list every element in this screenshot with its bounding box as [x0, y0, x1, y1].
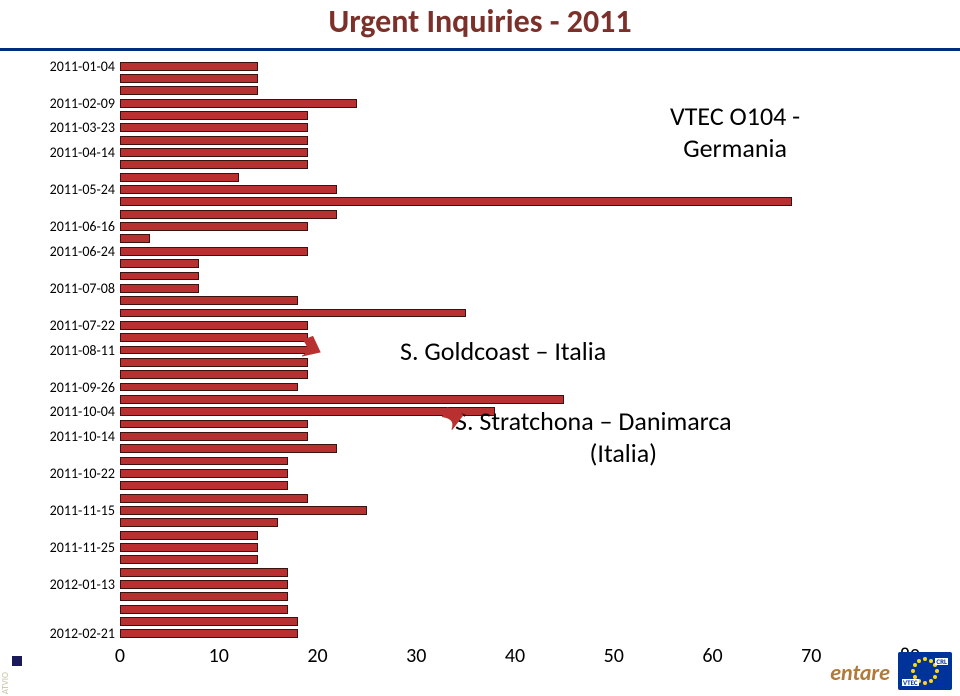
bar-2 [120, 86, 258, 95]
bar-14 [120, 234, 150, 243]
bar-25 [120, 370, 308, 379]
xlabel-70: 70 [801, 644, 821, 668]
bar-16 [120, 259, 199, 268]
bar-4 [120, 111, 308, 120]
bar-33 [120, 469, 288, 478]
ylabel-2011-01-04: 2011-01-04 [0, 58, 115, 75]
bar-43 [120, 592, 288, 601]
xlabel-10: 10 [209, 644, 229, 668]
xlabel-40: 40 [505, 644, 525, 668]
ylabel-2011-07-08: 2011-07-08 [0, 280, 115, 297]
eu-flag-vtec: VTEC [902, 679, 919, 686]
bar-46 [120, 629, 298, 638]
ylabel-2011-05-24: 2011-05-24 [0, 181, 115, 198]
bar-30 [120, 432, 308, 441]
bar-3 [120, 99, 357, 108]
annot-goldcoast: S. Goldcoast – Italia [400, 335, 606, 367]
bar-41 [120, 568, 288, 577]
bar-35 [120, 494, 308, 503]
bar-21 [120, 321, 308, 330]
bar-40 [120, 555, 258, 564]
bar-26 [120, 383, 298, 392]
arrow-stratchona [441, 393, 485, 437]
bar-45 [120, 617, 298, 626]
bar-6 [120, 136, 308, 145]
chart-title: Urgent Inquiries - 2011 [0, 2, 960, 41]
bar-5 [120, 123, 308, 132]
ylabel-2011-04-14: 2011-04-14 [0, 144, 115, 161]
ylabel-2011-06-24: 2011-06-24 [0, 243, 115, 260]
bar-44 [120, 605, 288, 614]
eu-flag-logo: CRL VTEC [898, 652, 952, 690]
xlabel-20: 20 [307, 644, 327, 668]
bar-36 [120, 506, 367, 515]
xlabel-50: 50 [604, 644, 624, 668]
ylabel-2011-10-22: 2011-10-22 [0, 465, 115, 482]
xlabel-0: 0 [115, 644, 125, 668]
bar-24 [120, 358, 308, 367]
ylabel-2011-03-23: 2011-03-23 [0, 119, 115, 136]
bar-42 [120, 580, 288, 589]
ylabel-2011-11-25: 2011-11-25 [0, 539, 115, 556]
bar-22 [120, 333, 308, 342]
ylabel-2011-06-16: 2011-06-16 [0, 218, 115, 235]
footer-fragment: entare [830, 659, 890, 686]
ylabel-2011-11-15: 2011-11-15 [0, 502, 115, 519]
bar-10 [120, 185, 337, 194]
annot-stratchona: S. Stratchona – Danimarca(Italia) [455, 405, 732, 469]
bar-34 [120, 481, 288, 490]
bar-23 [120, 346, 308, 355]
header-divider [0, 48, 960, 51]
bar-27 [120, 395, 564, 404]
ylabel-2012-01-13: 2012-01-13 [0, 576, 115, 593]
bar-17 [120, 272, 199, 281]
ylabel-2011-07-22: 2011-07-22 [0, 317, 115, 334]
ylabel-2012-02-21: 2012-02-21 [0, 625, 115, 642]
bar-8 [120, 160, 308, 169]
bar-31 [120, 444, 337, 453]
ylabel-2011-08-11: 2011-08-11 [0, 342, 115, 359]
bar-12 [120, 210, 337, 219]
ylabel-2011-09-26: 2011-09-26 [0, 379, 115, 396]
bar-19 [120, 296, 298, 305]
bar-18 [120, 284, 199, 293]
bar-29 [120, 420, 308, 429]
ylabel-2011-10-04: 2011-10-04 [0, 403, 115, 420]
bar-1 [120, 74, 258, 83]
bar-39 [120, 543, 258, 552]
bar-38 [120, 531, 258, 540]
xlabel-60: 60 [702, 644, 722, 668]
xlabel-30: 30 [406, 644, 426, 668]
bar-28 [120, 407, 495, 416]
arrow-goldcoast [298, 330, 342, 374]
bar-32 [120, 457, 288, 466]
ylabel-2011-02-09: 2011-02-09 [0, 95, 115, 112]
bar-13 [120, 222, 308, 231]
bar-9 [120, 173, 239, 182]
bar-37 [120, 518, 278, 527]
bar-7 [120, 148, 308, 157]
bar-0 [120, 62, 258, 71]
annot-vtec: VTEC O104 -Germania [670, 100, 800, 164]
bar-20 [120, 309, 466, 318]
bar-15 [120, 247, 308, 256]
footer-square [12, 656, 22, 666]
bar-11 [120, 197, 792, 206]
watermark: ATVIO [0, 672, 14, 694]
ylabel-2011-10-14: 2011-10-14 [0, 428, 115, 445]
eu-flag-crl: CRL [935, 658, 948, 665]
